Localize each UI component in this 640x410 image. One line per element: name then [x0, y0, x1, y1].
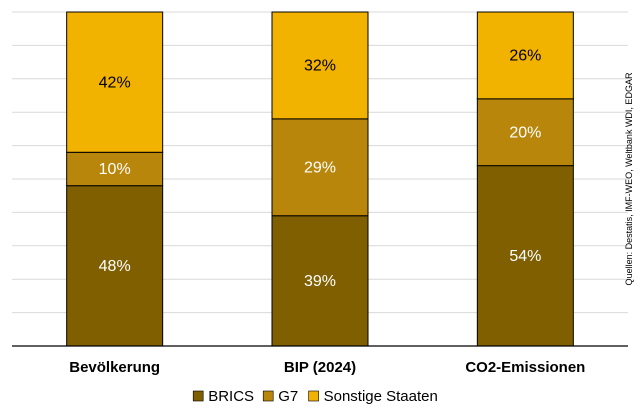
bar-segment	[476, 11, 574, 100]
legend-label: G7	[278, 388, 298, 405]
bar-segment	[476, 165, 574, 347]
data-label: 29%	[304, 160, 336, 177]
legend-label: BRICS	[208, 388, 254, 405]
bar-segment	[66, 11, 164, 153]
bar-segment	[271, 215, 369, 347]
legend-label: Sonstige Staaten	[324, 388, 438, 405]
data-label: 26%	[509, 48, 541, 65]
category-label: Bevölkerung	[69, 359, 160, 376]
bar-segment	[271, 11, 369, 120]
bar-segment	[66, 151, 164, 187]
category-label: CO2-Emissionen	[465, 359, 585, 376]
bars: 48% 10% 42% 39% 29% 32% 54% 20% 26%	[66, 11, 574, 347]
legend-swatch	[308, 390, 319, 402]
data-label: 42%	[99, 74, 131, 91]
data-label: 20%	[509, 124, 541, 141]
data-label: 39%	[304, 273, 336, 290]
data-label: 32%	[304, 58, 336, 75]
data-label: 54%	[509, 248, 541, 265]
data-label: 48%	[99, 258, 131, 275]
source-note: Quellen: Destatis, IMF-WEO, Weltbank WDI…	[624, 72, 634, 285]
bar-segment	[271, 118, 369, 217]
category-label: BIP (2024)	[284, 359, 356, 376]
bar-segment	[476, 98, 574, 167]
legend-swatch	[192, 390, 204, 402]
legend-swatch	[262, 390, 274, 402]
category-labels: Bevölkerung BIP (2024) CO2-Emissionen	[69, 359, 585, 376]
legend: BRICS G7 Sonstige Staaten	[192, 388, 438, 405]
data-label: 10%	[99, 161, 131, 178]
